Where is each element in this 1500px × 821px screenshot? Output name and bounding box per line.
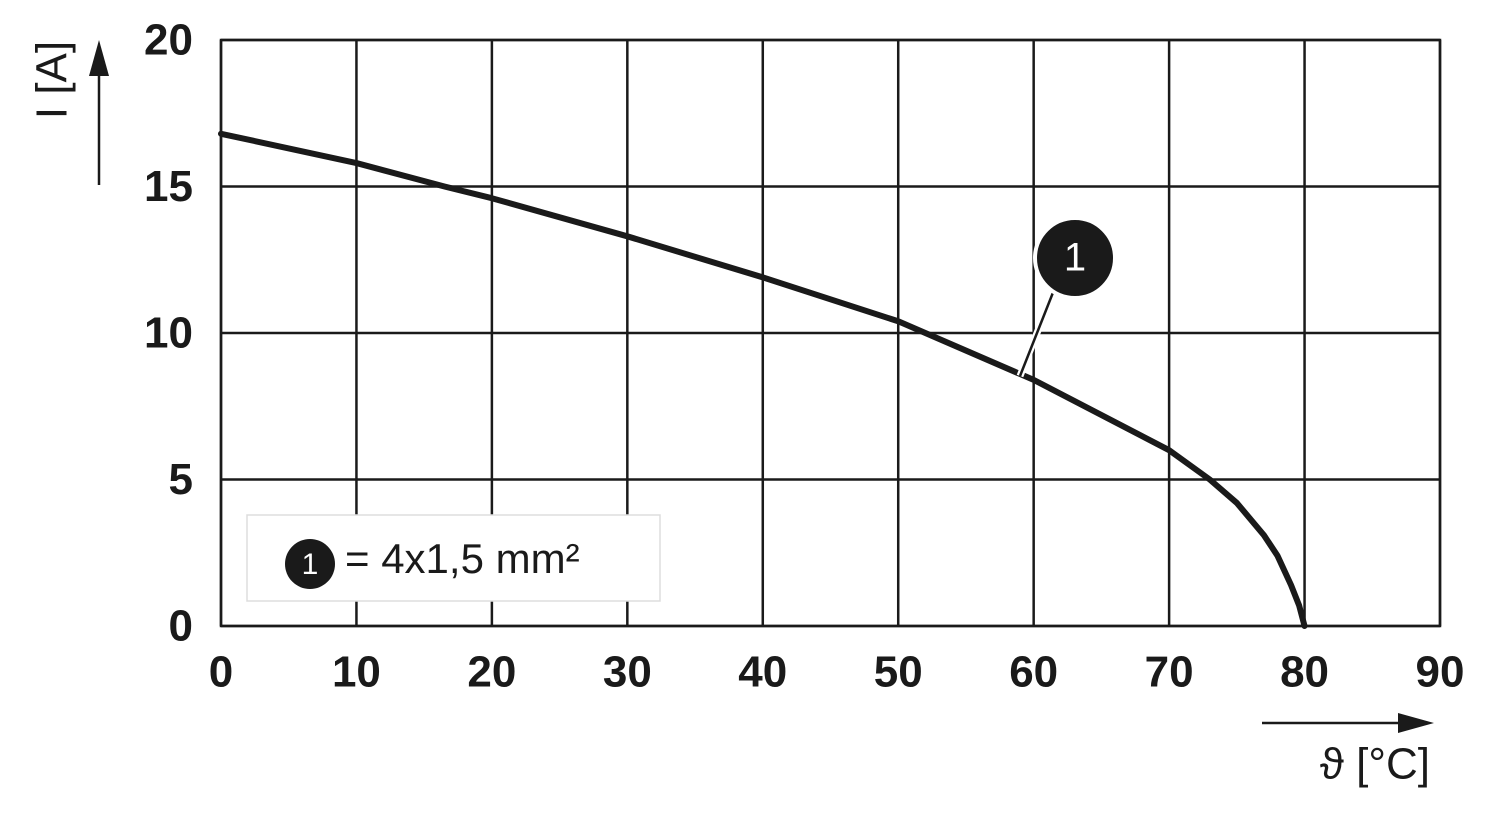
x-tick-label: 40 (738, 648, 787, 697)
y-tick-label: 15 (144, 162, 193, 211)
callout-leader (1018, 289, 1056, 377)
x-tick-label: 10 (332, 648, 381, 697)
x-arrowhead (1398, 713, 1434, 733)
x-tick-label: 0 (209, 648, 233, 697)
plot-frame (219, 38, 1442, 628)
x-axis-label: ϑ [°C] (1320, 740, 1430, 789)
y-axis-label: I [A] (28, 41, 77, 119)
x-tick-label: 80 (1280, 648, 1329, 697)
x-tick-label: 60 (1009, 648, 1058, 697)
curve-layer (218, 130, 1308, 629)
legend-entry: = 4x1,5 mm² (345, 535, 580, 582)
callout-label: 1 (1064, 236, 1086, 280)
legend-marker-label: 1 (302, 548, 319, 581)
y-tick-label: 20 (144, 16, 193, 65)
legend-marker (285, 539, 335, 589)
x-tick-label: 30 (603, 648, 652, 697)
x-tick-label: 90 (1416, 648, 1465, 697)
callout-marker (1033, 216, 1117, 300)
x-tick-label: 20 (467, 648, 516, 697)
y-tick-label: 10 (144, 309, 193, 358)
series-line (218, 130, 1308, 629)
x-tick-label: 70 (1145, 648, 1194, 697)
y-tick-label: 0 (169, 602, 193, 651)
x-tick-label: 50 (874, 648, 923, 697)
y-tick-label: 5 (169, 455, 193, 504)
y-arrowhead (89, 40, 109, 76)
